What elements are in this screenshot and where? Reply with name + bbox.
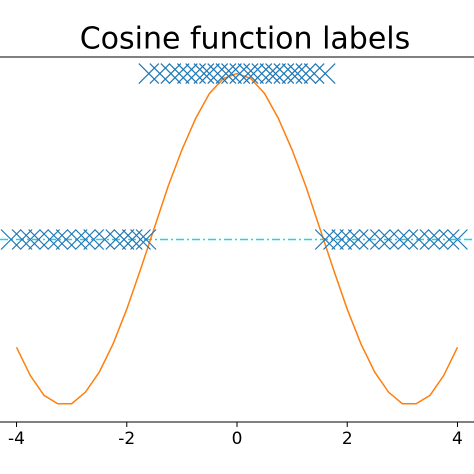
x-marker [295, 63, 317, 85]
x-tick-label: -2 [118, 429, 135, 449]
cosine-line [15, 72, 459, 405]
x-tick-label: 2 [342, 429, 353, 449]
x-marker [314, 63, 336, 85]
x-marker [243, 63, 264, 85]
x-marker [47, 229, 69, 250]
x-marker [323, 229, 344, 250]
x-marker [130, 229, 151, 250]
x-marker [19, 229, 41, 250]
x-marker [75, 229, 96, 250]
x-marker [408, 229, 430, 250]
x-marker [427, 229, 449, 250]
x-marker [105, 229, 127, 250]
x-tick-label: 0 [232, 429, 243, 449]
x-marker [303, 63, 325, 85]
x-marker [447, 229, 468, 250]
x-marker [369, 229, 391, 250]
x-marker [265, 63, 287, 85]
x-marker [314, 229, 336, 250]
x-marker [199, 63, 220, 85]
x-marker [389, 229, 411, 250]
x-marker [138, 63, 160, 85]
x-marker [11, 229, 33, 250]
x-tick-label: 4 [452, 429, 463, 449]
x-marker [83, 229, 105, 250]
x-marker [419, 229, 441, 250]
x-tick-label: -4 [8, 429, 25, 449]
x-marker [28, 229, 50, 250]
x-marker [358, 229, 380, 250]
x-marker [149, 63, 171, 85]
x-marker [176, 63, 198, 85]
x-marker [66, 229, 88, 250]
x-marker [339, 229, 361, 250]
x-marker [331, 229, 353, 250]
x-marker [55, 229, 77, 250]
x-marker [0, 229, 22, 250]
x-marker [94, 229, 116, 250]
x-marker [378, 229, 399, 250]
chart-title: Cosine function labels [80, 22, 411, 57]
x-marker [113, 229, 135, 250]
x-marker [287, 63, 309, 85]
x-marker [221, 63, 242, 85]
x-marker [168, 63, 190, 85]
x-marker [135, 229, 157, 250]
x-marker [438, 229, 460, 250]
x-marker [347, 229, 369, 250]
x-marker [39, 229, 61, 250]
x-marker [160, 63, 182, 85]
x-marker [397, 229, 419, 250]
